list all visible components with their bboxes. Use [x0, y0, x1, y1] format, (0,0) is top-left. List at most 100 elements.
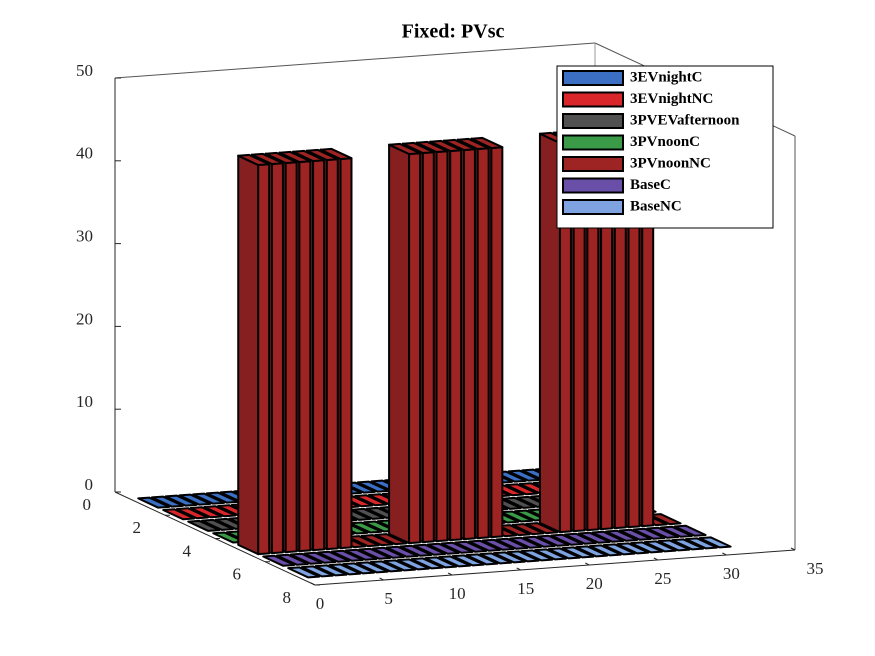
legend-label: 3PVnoonNC — [630, 155, 711, 171]
bar — [646, 526, 680, 539]
bar-top — [319, 147, 353, 161]
legend-label: BaseNC — [630, 198, 682, 214]
bar — [150, 495, 184, 508]
bar-top — [162, 508, 196, 521]
x-tick-label: 5 — [384, 589, 393, 608]
x-tick — [379, 577, 384, 581]
bar — [577, 531, 611, 544]
bar-front — [325, 158, 339, 551]
bar — [451, 554, 485, 567]
bar-top — [438, 555, 472, 568]
bar — [330, 549, 364, 562]
bar-top — [300, 565, 334, 578]
chart-title: Fixed: PVsc — [402, 21, 505, 43]
y-tick-label: 0 — [83, 495, 92, 514]
bar-top — [470, 136, 504, 150]
bar — [509, 536, 543, 549]
bar — [346, 535, 380, 548]
bar — [388, 142, 422, 545]
bar — [237, 153, 271, 556]
bar — [492, 551, 526, 564]
bar-top — [534, 548, 568, 561]
bar-top — [415, 140, 449, 154]
bar-top — [314, 564, 348, 577]
bar — [684, 537, 718, 550]
bar — [354, 494, 388, 507]
bar-top — [330, 549, 364, 562]
bar — [314, 564, 348, 577]
z-tick-label: 50 — [76, 61, 93, 80]
bar — [358, 547, 392, 560]
bar-top — [500, 510, 534, 523]
bar-front — [421, 151, 435, 544]
bar-top — [187, 519, 221, 532]
bar — [643, 540, 677, 553]
bar — [162, 508, 196, 521]
bar-top — [175, 507, 209, 520]
x-tick — [653, 557, 659, 561]
x-tick-label: 15 — [517, 579, 534, 598]
bar — [602, 543, 636, 556]
bar — [648, 513, 682, 526]
bar-top — [502, 496, 536, 509]
bar-top — [575, 545, 609, 558]
legend-swatch — [562, 199, 624, 215]
bar — [500, 510, 534, 523]
bar — [659, 525, 693, 538]
bar-top — [164, 494, 198, 507]
bar — [630, 541, 664, 554]
x-tick — [447, 572, 453, 576]
bar-top — [451, 554, 485, 567]
legend-swatch — [562, 91, 624, 108]
bar — [438, 555, 472, 568]
bar — [355, 561, 389, 574]
bar — [317, 550, 351, 563]
bar-front — [298, 160, 312, 553]
bar-top — [200, 518, 234, 531]
bar — [374, 533, 408, 546]
bar — [495, 537, 529, 550]
bar-top — [657, 539, 691, 552]
bar — [396, 558, 430, 571]
legend-swatch — [562, 156, 624, 172]
bar-top — [150, 495, 184, 508]
bar-top — [137, 496, 171, 509]
bar-top — [292, 149, 326, 163]
bar-top — [189, 506, 223, 519]
legend-label: 3EVnightNC — [630, 91, 713, 107]
bar-top — [192, 492, 226, 505]
bar-top — [536, 534, 570, 547]
z-tick-label: 30 — [76, 227, 93, 246]
bar — [344, 548, 378, 561]
legend-label: BaseC — [630, 177, 671, 193]
bar-top — [237, 153, 271, 167]
bar-top — [616, 542, 650, 555]
bar-top — [454, 540, 488, 553]
bar-top — [630, 541, 664, 554]
bar — [410, 557, 444, 570]
bar-top — [643, 540, 677, 553]
bar-top — [328, 563, 362, 576]
x-tick-label: 0 — [316, 594, 325, 613]
bar-top — [547, 547, 581, 560]
bar-top — [305, 148, 339, 162]
bar — [440, 541, 474, 554]
bar — [399, 544, 433, 557]
bar — [189, 506, 223, 519]
bar — [465, 553, 499, 566]
y-tick-label: 2 — [133, 518, 142, 537]
legend-swatch — [562, 134, 624, 151]
bar — [671, 538, 705, 551]
bar-top — [346, 535, 380, 548]
bar-top — [602, 543, 636, 556]
bar-front — [449, 149, 463, 542]
bar — [481, 538, 515, 551]
bar — [300, 565, 334, 578]
bar-front — [284, 161, 298, 554]
bar-front — [339, 157, 353, 550]
bar-side — [237, 154, 260, 556]
bar-top — [632, 527, 666, 540]
bar-top — [383, 559, 417, 572]
bar-top — [684, 537, 718, 550]
